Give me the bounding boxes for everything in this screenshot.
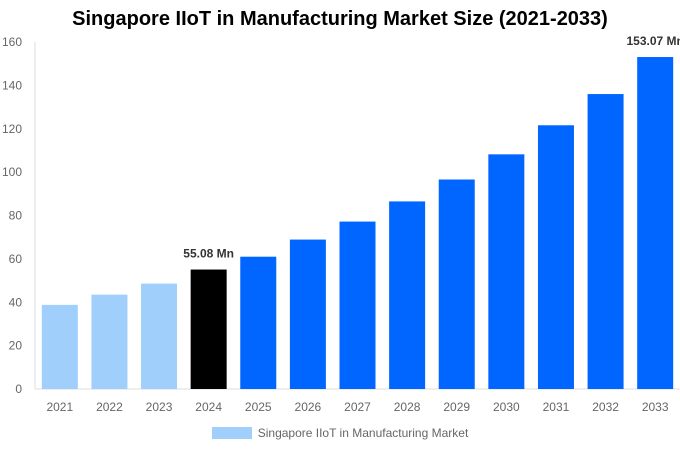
y-tick-label: 160	[2, 35, 22, 49]
x-tick-label: 2021	[46, 400, 73, 414]
y-tick-label: 120	[2, 122, 22, 136]
data-label-2033: 153.07 Mn	[627, 34, 680, 48]
x-tick-label: 2026	[295, 400, 322, 414]
x-tick-label: 2028	[394, 400, 421, 414]
x-tick-label: 2032	[592, 400, 619, 414]
bar-2023	[141, 283, 178, 389]
x-tick-label: 2031	[543, 400, 570, 414]
bar-2021	[41, 304, 78, 389]
legend-label[interactable]: Singapore IIoT in Manufacturing Market	[257, 426, 469, 440]
y-tick-label: 80	[9, 209, 23, 223]
bar-2024	[190, 269, 227, 389]
y-tick-label: 0	[15, 382, 22, 396]
x-tick-label: 2022	[96, 400, 123, 414]
x-tick-label: 2029	[443, 400, 470, 414]
y-tick-label: 100	[2, 165, 22, 179]
y-tick-label: 140	[2, 78, 22, 92]
bar-2022	[91, 294, 128, 389]
x-tick-label: 2024	[195, 400, 222, 414]
legend-swatch	[211, 427, 252, 439]
bar-2029	[438, 179, 475, 389]
x-tick-label: 2025	[245, 400, 272, 414]
legend: Singapore IIoT in Manufacturing Market	[0, 426, 680, 440]
bar-2028	[389, 201, 426, 389]
y-tick-label: 40	[9, 295, 23, 309]
bar-2027	[339, 221, 376, 389]
x-tick-label: 2023	[146, 400, 173, 414]
bar-2032	[587, 94, 624, 390]
bar-2033	[637, 57, 674, 389]
bar-2030	[488, 154, 525, 389]
y-tick-label: 20	[9, 339, 23, 353]
x-tick-label: 2030	[493, 400, 520, 414]
y-tick-label: 60	[9, 252, 23, 266]
chart-title: Singapore IIoT in Manufacturing Market S…	[72, 8, 608, 30]
bar-2031	[537, 125, 574, 389]
x-tick-label: 2027	[344, 400, 371, 414]
bar-2025	[240, 256, 277, 389]
bar-2026	[289, 239, 326, 389]
data-label-2024: 55.08 Mn	[183, 247, 234, 261]
x-tick-label: 2033	[642, 400, 669, 414]
